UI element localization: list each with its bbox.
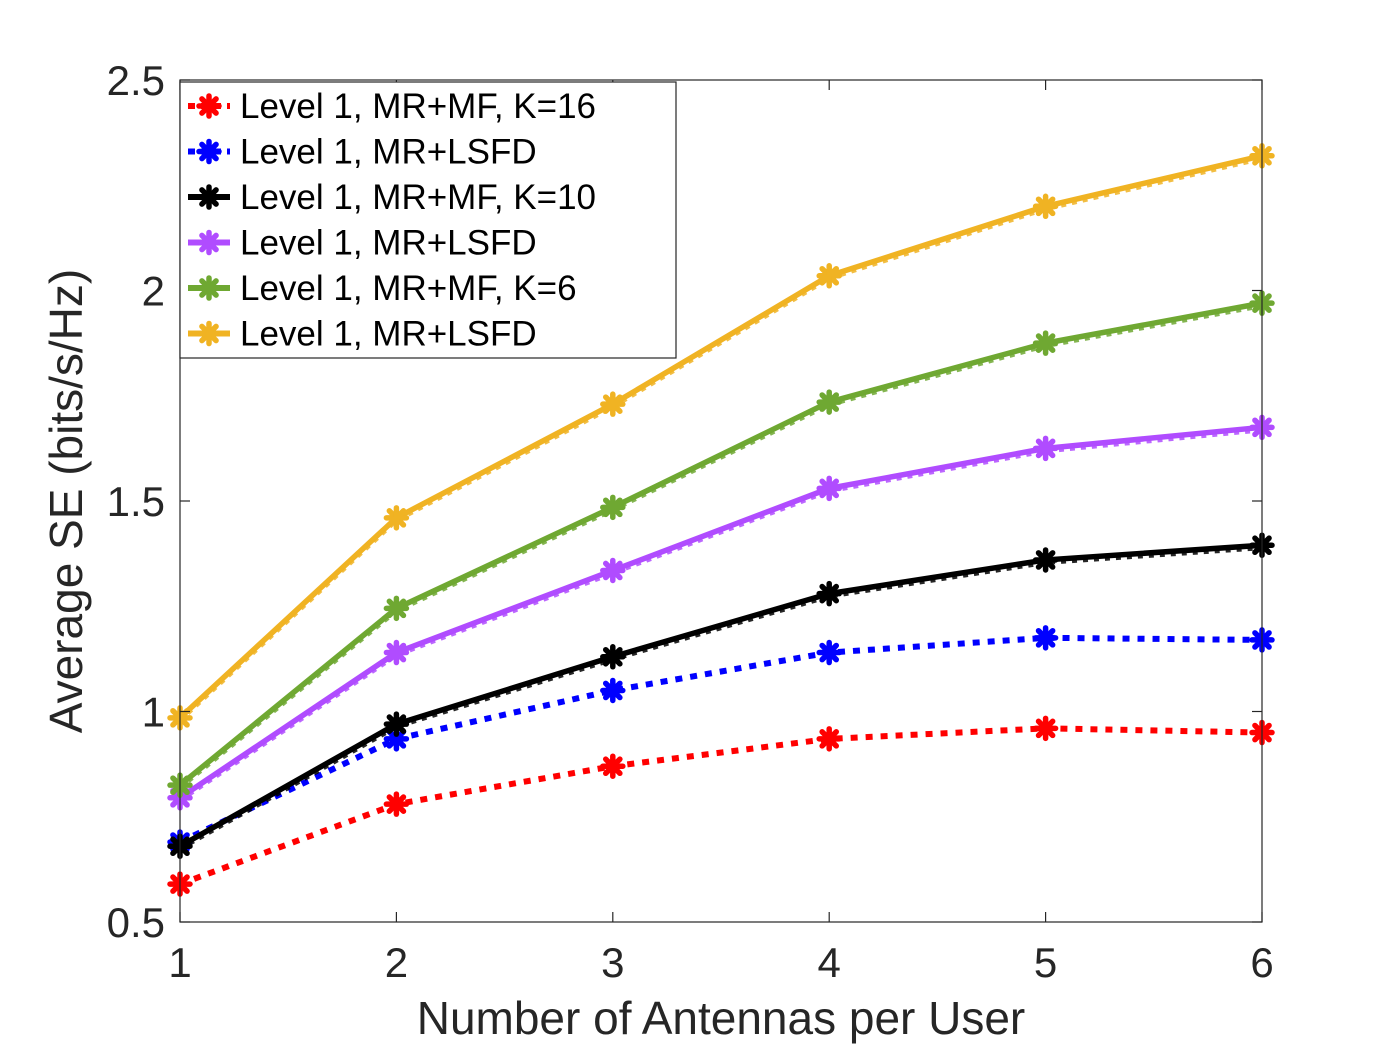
ticks-layer: 1 2 3 4 5 60.511.522.5: [107, 57, 1274, 986]
data-point: [383, 639, 410, 666]
data-point: [600, 677, 626, 704]
data-point: [600, 494, 626, 521]
data-point: [600, 557, 626, 584]
data-point: [816, 263, 842, 289]
data-point: [1032, 547, 1059, 573]
y-tick-label: 0.5: [107, 899, 165, 946]
series-line-companion: [179, 546, 1263, 851]
x-tick-label: 2: [385, 939, 408, 986]
data-point: [383, 505, 410, 531]
x-axis-label: Number of Antennas per User: [417, 992, 1026, 1044]
legend-label: Level 1, MR+LSFD: [240, 315, 537, 354]
x-tick-label: 5: [1034, 939, 1057, 986]
data-point: [1032, 625, 1059, 651]
legend-entry-5: Level 1, MR+MF, K=6: [188, 269, 577, 308]
legend-entry-6: Level 1, MR+LSFD: [188, 315, 537, 354]
legend-label: Level 1, MR+LSFD: [240, 224, 537, 263]
y-tick-label: 1.5: [107, 478, 165, 525]
series-line: [178, 725, 1263, 887]
series-line: [178, 634, 1263, 845]
legend-entry-2: Level 1, MR+LSFD: [188, 133, 537, 172]
legend-label: Level 1, MR+MF, K=10: [240, 178, 596, 217]
legend-swatch-marker: [196, 138, 222, 165]
series-5: [167, 290, 1275, 798]
y-axis-label: Average SE (bits/s/Hz): [40, 269, 92, 733]
y-tick-label: 2: [142, 268, 165, 315]
data-point: [1032, 193, 1059, 220]
legend-box: [179, 81, 677, 359]
series-line: [178, 300, 1263, 788]
data-point: [1032, 715, 1059, 742]
series-line: [178, 542, 1263, 849]
x-tick-label: 1: [168, 939, 191, 986]
data-point: [816, 726, 842, 752]
legend-swatch-marker: [196, 320, 222, 347]
data-point: [816, 389, 842, 415]
y-tick-label: 1: [142, 689, 165, 736]
legend: Level 1, MR+MF, K=16 Level 1, MR+LSFD Leve…: [179, 81, 677, 359]
data-point: [383, 791, 410, 817]
data-point: [383, 711, 410, 737]
data-point: [816, 475, 842, 502]
series-line-companion: [178, 428, 1263, 803]
data-point: [816, 580, 842, 607]
legend-label: Level 1, MR+MF, K=6: [240, 269, 577, 308]
x-tick-label: 4: [818, 939, 841, 986]
legend-swatch-marker: [196, 93, 222, 119]
data-point: [600, 753, 626, 779]
y-tick-label: 2.5: [107, 57, 165, 104]
legend-entry-1: Level 1, MR+MF, K=16: [188, 87, 596, 126]
data-point: [816, 639, 842, 666]
series-layer: [167, 143, 1275, 897]
data-point: [383, 595, 410, 622]
data-point: [1032, 435, 1059, 462]
legend-entry-4: Level 1, MR+LSFD: [188, 224, 537, 263]
data-point: [600, 391, 626, 417]
x-tick-label: 6: [1250, 939, 1273, 986]
series-6: [167, 143, 1275, 731]
legend-swatch-marker: [196, 275, 222, 301]
legend-swatch-marker: [196, 184, 222, 210]
data-point: [1032, 330, 1059, 356]
legend-label: Level 1, MR+LSFD: [240, 133, 537, 172]
legend-entry-3: Level 1, MR+MF, K=10: [188, 178, 596, 217]
data-point: [600, 644, 626, 670]
legend-swatch-marker: [196, 229, 222, 256]
x-tick-label: 3: [601, 939, 624, 986]
series-line: [178, 424, 1263, 801]
series-line: [178, 153, 1263, 720]
legend-label: Level 1, MR+MF, K=16: [240, 87, 596, 126]
